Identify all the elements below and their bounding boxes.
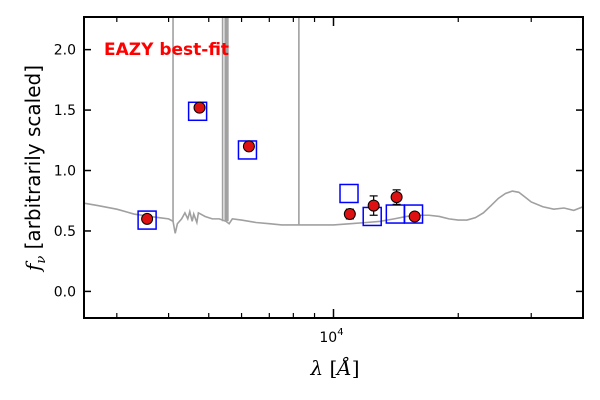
model-spectrum-path [84, 190, 583, 234]
plot-area [84, 17, 583, 318]
y-tick-label: 2.0 [54, 43, 76, 59]
svg-text:fν [arbitrarily scaled]: fν [arbitrarily scaled] [21, 65, 49, 273]
y-axis-label: fν [arbitrarily scaled] [21, 65, 49, 273]
emission-lines [172, 17, 300, 225]
x-axis-unit: Å [335, 355, 351, 380]
y-tick-label: 0.5 [54, 224, 76, 240]
svg-text:λ [Å]: λ [Å] [309, 355, 359, 380]
plot-frame [83, 16, 584, 319]
observed-point [367, 199, 380, 212]
observed-point [141, 212, 154, 225]
observed-point [242, 140, 255, 153]
observed-point [390, 191, 403, 204]
y-tick-label: 0.0 [54, 284, 76, 300]
observed-point [408, 210, 421, 223]
model-point [137, 210, 157, 230]
observed-point [193, 101, 206, 114]
x-tick-label: 104 [319, 327, 343, 346]
model-point [403, 204, 424, 224]
axis-ticks: 0.0 0.5 1.0 1.5 2.0 104 [54, 17, 584, 346]
annotation-label: EAZY best-fit [104, 40, 229, 60]
observed-points [141, 101, 421, 225]
model-point [339, 183, 359, 204]
y-tick-label: 1.0 [54, 164, 76, 180]
model-spectrum-line [84, 190, 583, 234]
y-tick-label: 1.5 [54, 103, 76, 119]
x-axis-label: λ [Å] [309, 355, 359, 380]
observed-point [343, 208, 356, 221]
